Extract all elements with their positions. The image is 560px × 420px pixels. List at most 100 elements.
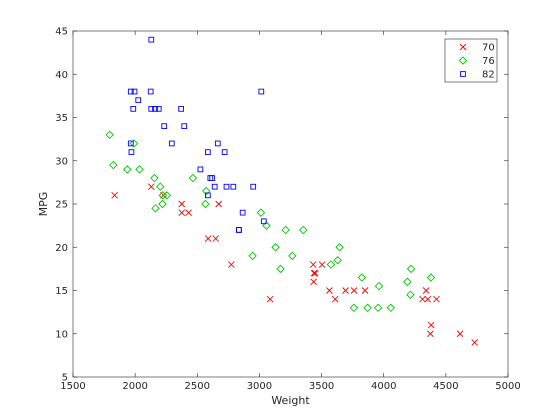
- data-point-70-17: [331, 295, 339, 303]
- data-point-76-14: [248, 251, 257, 261]
- y-tick-label: 20: [55, 243, 68, 254]
- y-tick-label: 30: [55, 156, 68, 167]
- x-tick-label: 3500: [309, 381, 334, 392]
- data-point-76-4: [135, 165, 144, 174]
- data-point-76-33: [406, 264, 416, 274]
- x-tick-label: 2000: [122, 381, 147, 392]
- legend-label-82: 82: [482, 70, 495, 81]
- data-point-76-0: [105, 130, 114, 140]
- legend-marker-76: [458, 56, 468, 65]
- data-point-82-16: [204, 192, 211, 199]
- data-point-82-8: [148, 36, 155, 43]
- data-point-82-0: [127, 140, 134, 147]
- x-tick-label: 4500: [433, 381, 458, 392]
- data-point-76-17: [271, 243, 280, 252]
- data-point-76-34: [426, 273, 436, 282]
- data-point-70-20: [361, 287, 369, 294]
- data-point-76-31: [403, 277, 412, 287]
- data-point-70-24: [427, 330, 434, 338]
- data-point-76-21: [299, 225, 308, 235]
- y-tick-label: 25: [55, 200, 68, 211]
- data-point-70-26: [433, 295, 440, 303]
- data-point-82-2: [127, 88, 134, 95]
- data-point-82-29: [258, 88, 265, 95]
- data-point-76-15: [256, 208, 266, 217]
- data-point-70-27: [456, 330, 464, 338]
- data-point-82-21: [214, 140, 221, 147]
- data-point-76-6: [151, 204, 160, 213]
- data-point-76-12: [201, 199, 210, 209]
- data-point-70-19: [350, 287, 358, 294]
- legend-label-76: 76: [482, 56, 495, 67]
- data-point-82-28: [250, 183, 257, 190]
- data-point-76-24: [335, 243, 344, 252]
- data-point-70-3: [178, 200, 186, 208]
- data-point-82-3: [130, 105, 137, 112]
- data-point-82-19: [209, 175, 216, 181]
- data-point-70-9: [228, 261, 235, 268]
- data-point-82-20: [211, 183, 218, 190]
- data-point-70-25: [427, 321, 435, 329]
- data-point-82-6: [147, 88, 154, 95]
- data-point-76-22: [326, 260, 336, 269]
- legend-marker-82: [460, 71, 466, 77]
- y-tick-label: 15: [55, 286, 68, 297]
- data-point-82-10: [155, 105, 162, 112]
- data-point-82-27: [239, 209, 246, 216]
- data-point-70-21: [419, 295, 426, 303]
- data-point-76-3: [129, 139, 139, 148]
- data-point-76-11: [188, 173, 198, 183]
- data-point-76-23: [333, 255, 342, 265]
- data-point-70-0: [111, 192, 118, 199]
- data-point-76-13: [201, 186, 211, 196]
- data-point-82-1: [128, 149, 135, 155]
- data-point-70-11: [309, 261, 317, 268]
- data-point-76-18: [276, 264, 285, 274]
- data-point-70-8: [215, 200, 222, 208]
- data-point-70-14: [311, 269, 319, 277]
- x-tick-label: 4000: [371, 381, 396, 392]
- data-point-82-17: [204, 149, 211, 155]
- data-point-76-19: [281, 225, 290, 235]
- data-point-76-10: [162, 191, 172, 200]
- plot-area: [73, 31, 508, 377]
- data-point-82-30: [260, 218, 267, 225]
- legend-label-70: 70: [482, 43, 495, 54]
- y-tick-label: 35: [55, 113, 68, 124]
- data-point-76-20: [288, 251, 297, 261]
- data-point-76-32: [406, 290, 415, 300]
- data-point-70-1: [147, 183, 155, 191]
- data-point-76-30: [386, 303, 396, 313]
- data-point-82-13: [178, 105, 184, 112]
- y-tick-label: 45: [55, 27, 68, 38]
- plot-background: [73, 31, 508, 377]
- data-point-82-12: [168, 140, 175, 147]
- data-point-76-9: [158, 191, 168, 200]
- data-point-70-4: [178, 209, 186, 216]
- data-point-82-9: [152, 105, 158, 112]
- data-point-82-22: [221, 149, 228, 155]
- data-point-70-16: [326, 287, 333, 294]
- data-point-76-27: [363, 303, 372, 313]
- data-point-82-24: [230, 183, 237, 190]
- axis-ticks: 1500 2000 2500 3000 3500 4000 4500 5000 5 10 15 20 2…: [55, 27, 520, 393]
- data-point-82-11: [161, 123, 168, 130]
- data-point-70-22: [422, 287, 430, 294]
- data-point-70-7: [212, 235, 219, 242]
- data-point-70-5: [185, 209, 192, 216]
- legend-marker-70: [459, 43, 467, 51]
- x-axis-title: Weight: [271, 394, 310, 407]
- data-points: [105, 36, 479, 346]
- y-axis-title: MPG: [37, 192, 50, 217]
- x-tick-label: 3000: [247, 381, 272, 392]
- y-tick-label: 5: [62, 373, 68, 384]
- data-point-76-29: [374, 281, 384, 291]
- data-point-82-23: [223, 183, 230, 190]
- data-point-76-25: [349, 303, 359, 313]
- y-tick-label: 10: [55, 329, 68, 340]
- legend-box: [444, 38, 498, 83]
- data-point-82-7: [148, 105, 155, 112]
- data-point-76-1: [109, 160, 118, 170]
